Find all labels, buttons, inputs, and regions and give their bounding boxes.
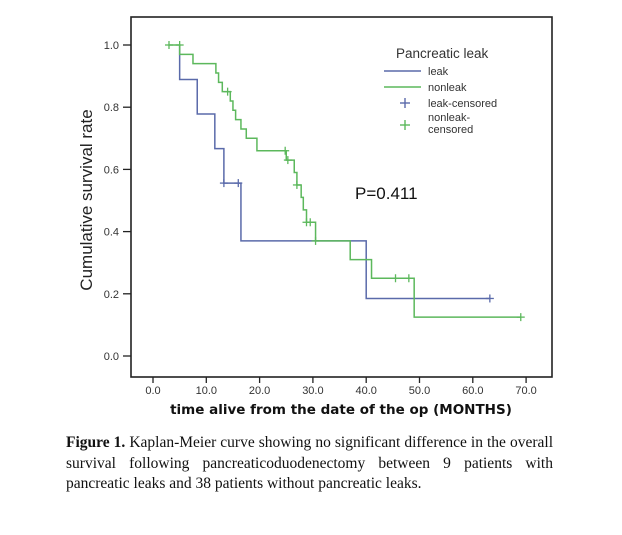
- plot-frame: [130, 16, 553, 378]
- legend-title: Pancreatic leak: [396, 46, 489, 61]
- x-tick-label: 30.0: [302, 385, 323, 397]
- x-tick-label: 50.0: [409, 385, 430, 397]
- censor-mark-nonleak: [404, 274, 413, 283]
- censor-mark-nonleak: [292, 180, 301, 189]
- censor-mark-nonleak: [391, 274, 400, 283]
- series-layer: [164, 41, 525, 322]
- legend: Pancreatic leak leak nonleak leak-censor…: [384, 46, 497, 136]
- caption-text: Kaplan-Meier curve showing no significan…: [66, 434, 554, 492]
- x-axis-title: time alive from the date of the op (MONT…: [170, 402, 512, 418]
- figure-caption: Figure 1. Kaplan-Meier curve showing no …: [66, 433, 553, 495]
- x-tick-label: 60.0: [462, 385, 483, 397]
- x-axis: 0.0 10.0 20.0 30.0 40.0 50.0 60.0 70.0: [145, 377, 537, 397]
- y-axis: 0.0 0.2 0.4 0.6 0.8 1.0: [104, 40, 131, 363]
- y-tick-label: 0.2: [104, 289, 119, 301]
- censor-mark-nonleak: [516, 313, 525, 322]
- censor-mark-nonleak: [164, 41, 173, 49]
- series-leak-line: [178, 45, 490, 300]
- censor-mark-leak: [485, 294, 494, 303]
- x-tick-label: 70.0: [515, 385, 536, 397]
- legend-marker-leak-censored: [400, 98, 410, 108]
- censor-mark-leak: [234, 179, 243, 188]
- legend-label-nonleak-censored: nonleak-censored: [428, 112, 473, 136]
- y-tick-label: 0.0: [104, 351, 119, 363]
- y-tick-label: 0.4: [104, 227, 119, 239]
- censor-mark-nonleak: [283, 156, 292, 165]
- p-value-annotation: P=0.411: [355, 184, 418, 203]
- y-tick-label: 0.8: [104, 102, 119, 114]
- x-tick-label: 20.0: [249, 385, 270, 397]
- legend-marker-nonleak-censored: [400, 120, 410, 130]
- x-tick-label: 40.0: [355, 385, 376, 397]
- censor-mark-nonleak: [311, 236, 320, 245]
- y-tick-label: 1.0: [104, 40, 119, 52]
- legend-label-leak: leak: [428, 66, 449, 78]
- censor-mark-nonleak: [281, 146, 290, 155]
- y-tick-label: 0.6: [104, 164, 119, 176]
- x-tick-label: 10.0: [196, 385, 217, 397]
- legend-label-leak-censored: leak-censored: [428, 98, 497, 110]
- censor-mark-leak: [219, 179, 228, 188]
- x-tick-label: 0.0: [145, 385, 160, 397]
- series-nonleak-line: [168, 44, 521, 318]
- legend-label-nonleak: nonleak: [428, 82, 467, 94]
- y-axis-title: Cumulative survival rate: [77, 109, 96, 290]
- caption-label: Figure 1.: [66, 434, 126, 451]
- censor-mark-nonleak: [223, 87, 232, 96]
- censor-mark-nonleak: [306, 218, 315, 227]
- censor-mark-nonleak: [175, 41, 184, 49]
- km-chart: 0.0 0.2 0.4 0.6 0.8 1.0 0.0 10.0 20.0 30.0 40.0 50…: [77, 16, 553, 418]
